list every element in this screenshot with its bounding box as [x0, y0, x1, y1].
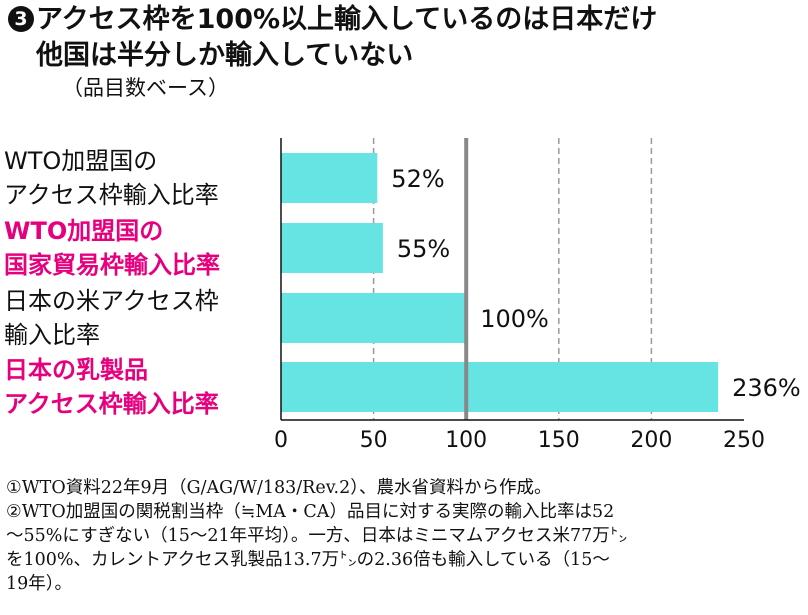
title-text-1: アクセス枠を100%以上輸入しているのは日本だけ [36, 4, 658, 35]
bar-chart: 52% 55% 100% 236% 0 50 100 150 200 250 [274, 138, 801, 453]
title-line-1: 3 アクセス枠を100%以上輸入しているのは日本だけ [8, 2, 803, 38]
category-label: WTO加盟国の [4, 147, 158, 175]
value-label: 52% [391, 165, 444, 193]
category-label: 国家貿易枠輸入比率 [4, 251, 220, 279]
value-label: 100% [480, 305, 549, 333]
footnote-line: ①WTO資料22年9月（G/AG/W/183/Rev.2）、農水省資料から作成。 [6, 478, 552, 498]
category-label: アクセス枠輸入比率 [4, 390, 219, 418]
title-text-2: 他国は半分しか輸入していない [36, 40, 414, 71]
x-tick-label: 200 [630, 428, 672, 453]
x-tick-label: 250 [723, 428, 765, 453]
bar [281, 293, 467, 343]
title-number-badge: 3 [8, 6, 34, 32]
category-label: 輸入比率 [4, 321, 100, 349]
chart-subtitle: （品目数ベース） [62, 76, 229, 100]
chart-title: 3 アクセス枠を100%以上輸入しているのは日本だけ 他国は半分しか輸入していない [8, 2, 803, 74]
category-label: 日本の米アクセス枠 [4, 287, 219, 315]
x-tick-label: 100 [445, 428, 487, 453]
x-tick-label: 0 [274, 428, 288, 453]
bar [281, 223, 383, 273]
x-tick-label: 150 [538, 428, 580, 453]
value-label: 55% [397, 235, 450, 263]
footnote-line: ②WTO加盟国の関税割当枠（≒MA・CA）品目に対する実際の輸入比率は52 [6, 502, 615, 522]
value-label: 236% [732, 374, 801, 402]
x-tick-label: 50 [360, 428, 388, 453]
footnote-line: を100%、カレントアクセス乳製品13.7万㌧の2.36倍も輸入している（15〜 [6, 550, 610, 570]
footnotes: ①WTO資料22年9月（G/AG/W/183/Rev.2）、農水省資料から作成。… [6, 476, 806, 596]
bar [281, 153, 378, 203]
footnote-line: 19年）。 [6, 574, 73, 594]
footnote-line: 〜55%にすぎない（15〜21年平均）。一方、日本はミニマムアクセス米77万㌧ [6, 526, 628, 546]
category-label: 日本の乳製品 [4, 356, 148, 384]
category-label: WTO加盟国の [4, 217, 164, 245]
category-label: アクセス枠輸入比率 [4, 181, 219, 209]
bar [281, 362, 719, 412]
title-line-2: 他国は半分しか輸入していない [8, 38, 803, 74]
